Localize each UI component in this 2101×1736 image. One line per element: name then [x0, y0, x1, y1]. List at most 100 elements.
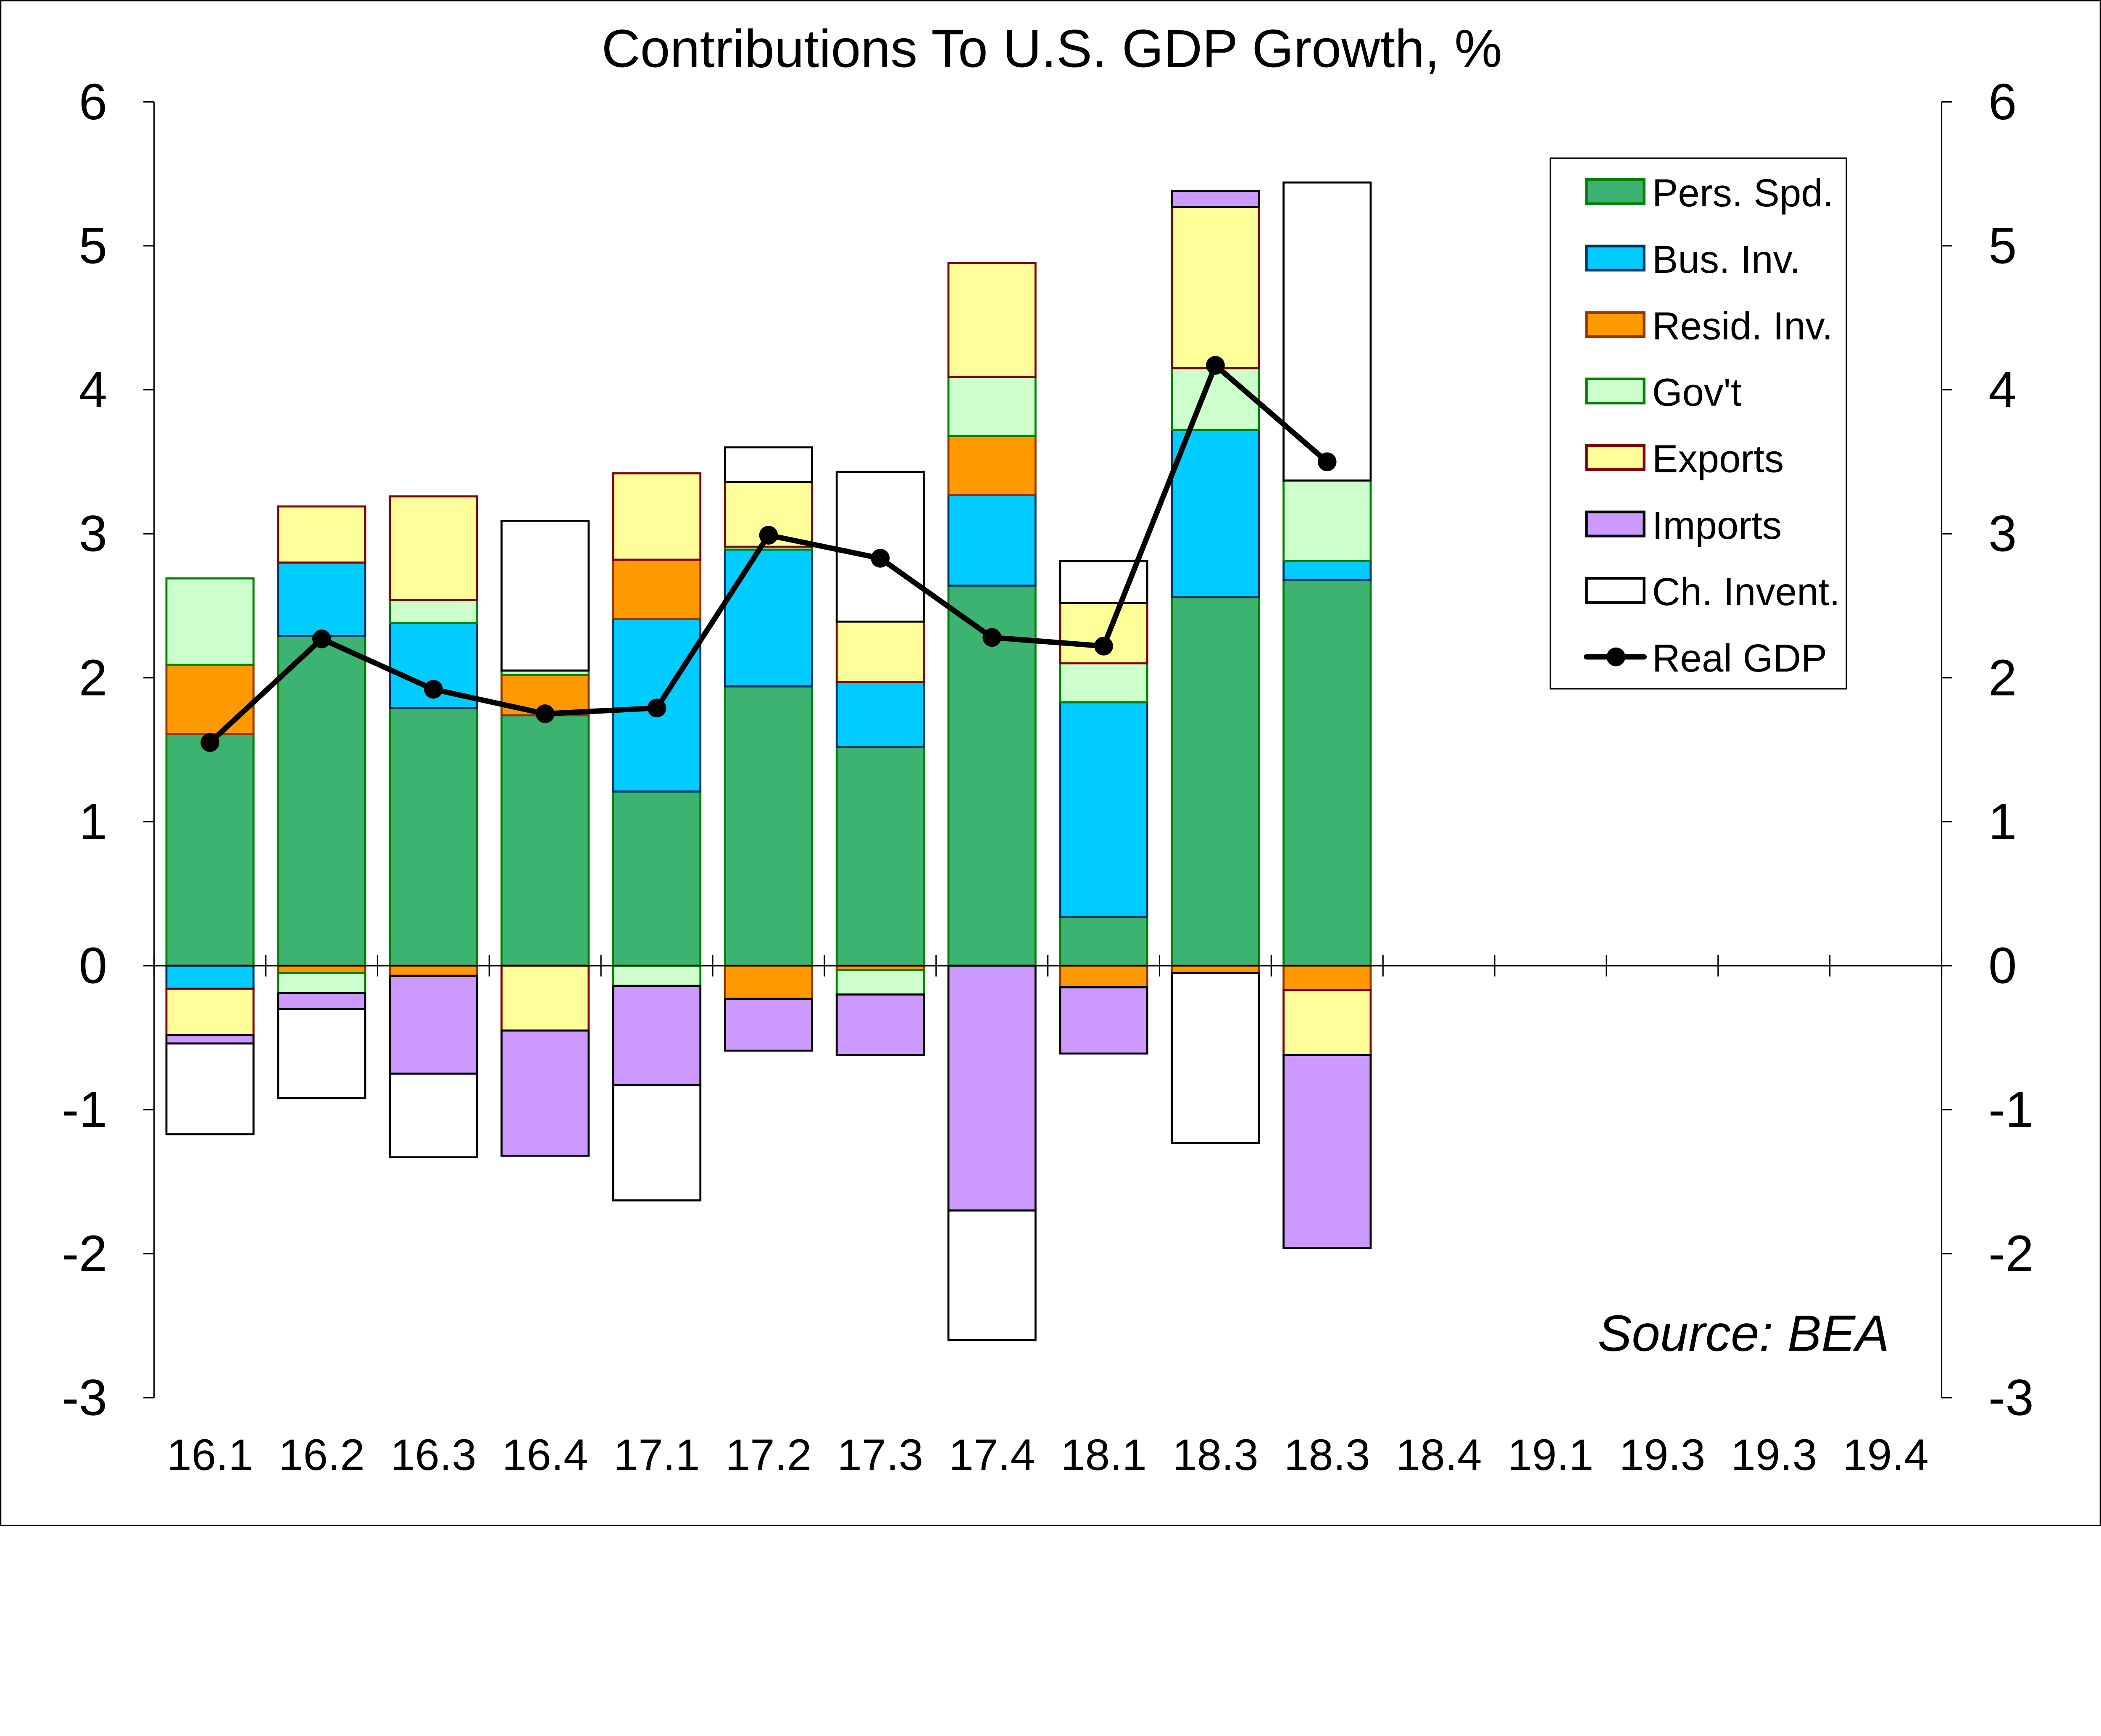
bar-segment: [389, 1072, 478, 1159]
y-tick-label-left: 0: [79, 937, 107, 994]
bar-segment: [165, 964, 255, 990]
legend-label: Bus. Inv.: [1652, 237, 1801, 281]
bar-segment: [1059, 701, 1148, 918]
legend-swatch: [1585, 377, 1646, 405]
bar-segment: [500, 519, 590, 672]
y-tick-label-right: 1: [1988, 793, 2017, 850]
bar-segment: [277, 964, 366, 974]
bar-segment: [835, 471, 925, 623]
legend-label: Pers. Spd.: [1652, 171, 1834, 215]
y-tick-label-right: 6: [1988, 73, 2017, 130]
bar-segment: [1171, 596, 1260, 967]
bar-segment: [277, 635, 366, 967]
y-tick-label-left: 3: [79, 505, 107, 562]
bar-segment: [1059, 916, 1148, 967]
real-gdp-point: [1094, 637, 1113, 656]
bar-segment: [1171, 206, 1260, 369]
bar-segment: [1282, 964, 1372, 991]
legend-swatch-marker: [1606, 647, 1625, 666]
y-tick-label-left: -1: [62, 1081, 107, 1138]
y-tick-label-right: 4: [1988, 361, 2017, 418]
x-tick-label: 16.1: [167, 1430, 253, 1480]
real-gdp-point: [982, 628, 1002, 647]
bar-segment: [947, 494, 1037, 587]
legend-label: Ch. Invent.: [1652, 570, 1840, 614]
chart-title: Contributions To U.S. GDP Growth, %: [602, 19, 1502, 79]
bar-segment: [165, 1034, 255, 1045]
legend-label: Real GDP: [1652, 636, 1827, 680]
bar-segment: [724, 998, 813, 1052]
bar-segment: [724, 964, 813, 1000]
y-tick-label-left: -3: [62, 1369, 107, 1426]
bar-segment: [389, 599, 478, 624]
x-tick-label: 18.3: [1284, 1430, 1370, 1480]
bar-segment: [389, 975, 478, 1075]
bar-segment: [612, 558, 702, 620]
bar-segment: [947, 376, 1037, 437]
bar-segment: [835, 620, 925, 683]
bar-segment: [277, 972, 366, 994]
y-tick-label-left: 4: [79, 361, 107, 418]
bar-segment: [1059, 964, 1148, 988]
legend-swatch: [1585, 311, 1646, 338]
real-gdp-point: [1317, 452, 1337, 472]
legend-swatch: [1585, 577, 1646, 604]
x-tick-label: 18.4: [1396, 1430, 1482, 1480]
bar-segment: [724, 685, 813, 967]
y-tick-label-right: -3: [1988, 1369, 2034, 1426]
bar-segment: [724, 548, 813, 688]
x-tick-label: 18.1: [1061, 1430, 1147, 1480]
y-tick-label-left: -2: [62, 1225, 107, 1282]
y-tick-label-right: 0: [1988, 937, 2017, 994]
x-tick-label: 19.3: [1619, 1430, 1705, 1480]
x-tick-label: 17.4: [949, 1430, 1035, 1480]
y-tick-label-right: 3: [1988, 505, 2017, 562]
bar-segment: [835, 993, 925, 1056]
x-tick-label: 19.3: [1731, 1430, 1817, 1480]
legend-swatch: [1585, 510, 1646, 537]
bar-segment: [500, 1029, 590, 1157]
bar-segment: [947, 1209, 1037, 1341]
bar-segment: [500, 714, 590, 967]
x-tick-label: 19.1: [1508, 1430, 1594, 1480]
source-annotation: Source: BEA: [1598, 1304, 1890, 1362]
bar-segment: [277, 1008, 366, 1099]
bar-segment: [277, 505, 366, 564]
bar-segment: [1282, 579, 1372, 967]
legend-label: Exports: [1652, 437, 1784, 481]
bar-segment: [947, 435, 1037, 496]
real-gdp-point: [312, 629, 331, 648]
bar-segment: [165, 664, 255, 735]
y-tick-label-right: -2: [1988, 1225, 2034, 1282]
legend-swatch: [1585, 178, 1646, 205]
bar-segment: [835, 746, 925, 967]
legend-swatch: [1585, 245, 1646, 272]
y-tick-label-right: 2: [1988, 649, 2017, 706]
bar-segment: [1282, 1054, 1372, 1249]
bar-segment: [612, 472, 702, 561]
gdp-contributions-chart: Contributions To U.S. GDP Growth, % -3 -2…: [0, 0, 2101, 1526]
y-tick-label-right: -1: [1988, 1081, 2034, 1138]
bar-segment: [612, 617, 702, 793]
real-gdp-point: [647, 698, 666, 718]
bar-segment: [389, 707, 478, 967]
x-tick-label: 16.2: [279, 1430, 365, 1480]
bar-segment: [389, 495, 478, 601]
x-tick-label: 18.3: [1172, 1430, 1258, 1480]
bar-segment: [1282, 560, 1372, 581]
bar-segment: [612, 1084, 702, 1201]
bar-segment: [1059, 662, 1148, 703]
y-tick-label-left: 6: [79, 73, 107, 130]
real-gdp-point: [871, 549, 890, 568]
bar-segment: [612, 985, 702, 1086]
bar-segment: [389, 964, 478, 977]
bar-segment: [1059, 986, 1148, 1055]
real-gdp-point: [759, 526, 778, 545]
bar-segment: [1282, 989, 1372, 1056]
x-tick-label: 16.3: [390, 1430, 477, 1480]
x-tick-label: 17.3: [837, 1430, 923, 1480]
real-gdp-point: [200, 733, 219, 752]
real-gdp-point: [1206, 356, 1225, 375]
legend-label: Resid. Inv.: [1652, 304, 1833, 348]
real-gdp-point: [424, 680, 443, 699]
